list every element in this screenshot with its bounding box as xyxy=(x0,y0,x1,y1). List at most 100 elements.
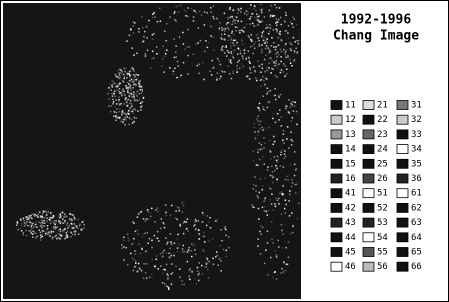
texture-speck xyxy=(288,200,290,202)
texture-speck xyxy=(197,267,199,269)
map-figure: 1992-1996 Chang Image 111213141516414243… xyxy=(0,0,449,302)
texture-speck xyxy=(198,274,200,276)
texture-speck xyxy=(53,228,55,230)
texture-speck xyxy=(64,228,66,230)
texture-speck xyxy=(154,16,156,18)
texture-speck xyxy=(194,221,196,223)
texture-speck xyxy=(113,93,115,95)
texture-speck xyxy=(116,112,118,114)
texture-speck xyxy=(265,250,267,252)
texture-speck xyxy=(271,45,273,47)
texture-speck xyxy=(177,234,179,236)
texture-speck xyxy=(115,116,117,118)
texture-speck xyxy=(35,233,37,235)
texture-speck xyxy=(259,22,261,24)
texture-speck xyxy=(246,24,248,26)
texture-speck xyxy=(152,17,154,19)
texture-speck xyxy=(152,51,154,53)
texture-speck xyxy=(273,95,275,97)
texture-speck xyxy=(125,116,127,118)
texture-speck xyxy=(283,133,285,135)
texture-speck xyxy=(21,230,23,232)
texture-speck xyxy=(183,222,185,224)
texture-speck xyxy=(112,86,114,88)
texture-speck xyxy=(265,55,267,57)
legend-label: 65 xyxy=(411,248,422,258)
texture-speck xyxy=(52,239,54,241)
texture-speck xyxy=(259,110,261,112)
texture-speck xyxy=(138,213,140,215)
texture-speck xyxy=(115,74,117,76)
texture-speck xyxy=(275,49,277,51)
texture-speck xyxy=(219,258,221,260)
texture-speck xyxy=(266,45,268,47)
texture-speck xyxy=(244,53,246,55)
texture-speck xyxy=(240,53,242,55)
texture-speck xyxy=(222,29,224,31)
texture-speck xyxy=(114,106,116,108)
texture-speck xyxy=(278,95,280,97)
texture-speck xyxy=(72,234,74,236)
texture-speck xyxy=(253,184,255,186)
texture-speck xyxy=(171,273,173,275)
texture-speck xyxy=(254,17,256,19)
title-line: Chang Image xyxy=(333,29,419,44)
texture-speck xyxy=(123,74,125,76)
texture-speck xyxy=(275,165,277,167)
texture-speck xyxy=(237,20,239,22)
texture-speck xyxy=(237,8,239,10)
texture-speck xyxy=(242,30,244,32)
texture-speck xyxy=(56,238,58,240)
texture-speck xyxy=(49,235,51,237)
texture-speck xyxy=(294,61,296,63)
texture-speck xyxy=(16,224,18,226)
texture-speck xyxy=(28,230,30,232)
texture-speck xyxy=(130,29,132,31)
texture-speck xyxy=(131,119,133,121)
texture-speck xyxy=(226,45,228,47)
texture-speck xyxy=(30,229,32,231)
texture-speck xyxy=(212,36,214,38)
texture-speck xyxy=(260,121,262,123)
texture-speck xyxy=(167,278,169,280)
texture-speck xyxy=(121,248,123,250)
texture-speck xyxy=(284,208,286,210)
texture-speck xyxy=(177,206,179,208)
texture-speck xyxy=(276,30,278,32)
texture-speck xyxy=(57,218,59,220)
texture-speck xyxy=(221,37,223,39)
texture-speck xyxy=(170,233,172,235)
texture-speck xyxy=(199,11,201,13)
texture-speck xyxy=(112,80,114,82)
texture-speck xyxy=(193,10,195,12)
texture-speck xyxy=(281,69,283,71)
texture-speck xyxy=(255,137,256,139)
texture-speck xyxy=(196,220,198,222)
texture-speck xyxy=(250,46,252,48)
texture-speck xyxy=(269,150,271,152)
texture-speck xyxy=(141,236,143,238)
texture-speck xyxy=(149,277,151,279)
texture-speck xyxy=(248,50,250,52)
texture-speck xyxy=(114,96,116,98)
texture-speck xyxy=(175,45,177,47)
texture-speck xyxy=(265,197,267,199)
texture-speck xyxy=(238,60,240,62)
texture-speck xyxy=(169,16,171,18)
texture-speck xyxy=(44,217,46,219)
texture-speck xyxy=(263,137,265,139)
texture-speck xyxy=(246,14,248,16)
texture-speck xyxy=(59,221,61,223)
texture-speck xyxy=(276,278,278,280)
texture-speck xyxy=(249,63,251,65)
texture-speck xyxy=(28,225,30,227)
texture-speck xyxy=(153,33,155,35)
texture-speck xyxy=(269,24,271,26)
texture-speck xyxy=(204,266,206,268)
texture-speck xyxy=(294,105,296,107)
texture-speck xyxy=(118,91,120,93)
texture-speck xyxy=(281,213,283,215)
legend-swatch xyxy=(397,262,408,271)
texture-speck xyxy=(249,61,251,63)
texture-speck xyxy=(261,11,263,13)
